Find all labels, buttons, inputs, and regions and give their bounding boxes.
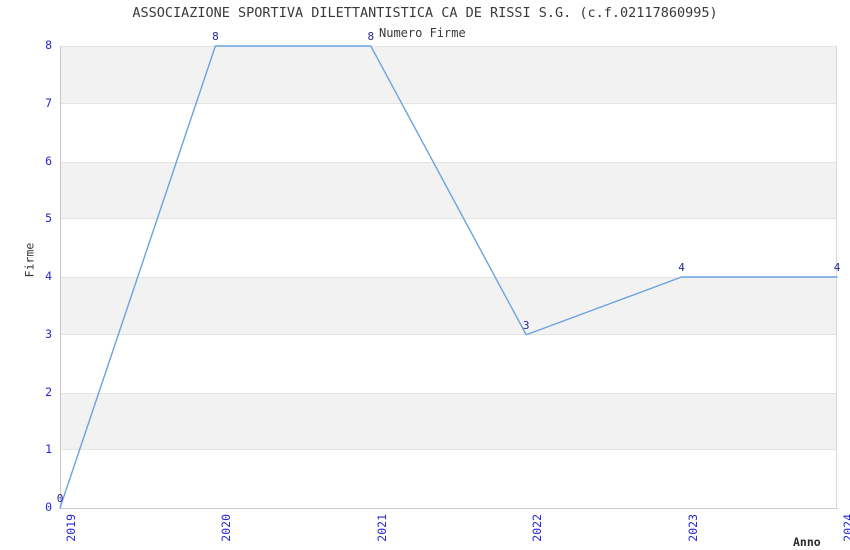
x-tick-label: 2019 (64, 514, 78, 542)
y-tick-label: 7 (45, 95, 52, 110)
legend-label-numero-firme: Numero Firme (379, 26, 466, 40)
plot-band (60, 46, 836, 104)
plot-band (60, 277, 836, 335)
y-axis-title: Firme (22, 242, 37, 278)
x-axis-title: Anno (793, 535, 821, 549)
y-tick-label: 5 (45, 211, 52, 226)
y-tick-label: 1 (45, 442, 52, 457)
x-tick-label: 2022 (530, 514, 545, 542)
y-tick-label: 6 (45, 153, 52, 168)
data-point-label: 4 (833, 261, 841, 274)
plot-band (60, 161, 836, 220)
y-tick-label: 3 (45, 326, 52, 341)
data-point-label: 3 (522, 318, 530, 332)
data-point-label: 8 (367, 30, 375, 43)
data-point-label: 4 (678, 261, 685, 274)
x-tick-label: 2023 (685, 514, 700, 542)
y-tick-label: 8 (45, 38, 52, 52)
y-tick-label: 4 (45, 269, 52, 283)
x-axis-line (60, 508, 838, 509)
data-point-label: 0 (56, 492, 64, 505)
x-tick-label: 2020 (219, 514, 234, 542)
data-point-label: 8 (212, 30, 219, 43)
x-tick-label: 2021 (374, 514, 389, 542)
y-axis-line (60, 46, 61, 509)
x-tick-label: 2024 (841, 514, 850, 542)
plot-band (60, 392, 836, 451)
chart-title: ASSOCIAZIONE SPORTIVA DILETTANTISTICA CA… (132, 5, 718, 21)
plot-area (60, 46, 837, 508)
y-tick-label: 0 (45, 500, 52, 514)
y-tick-label: 2 (45, 384, 52, 399)
